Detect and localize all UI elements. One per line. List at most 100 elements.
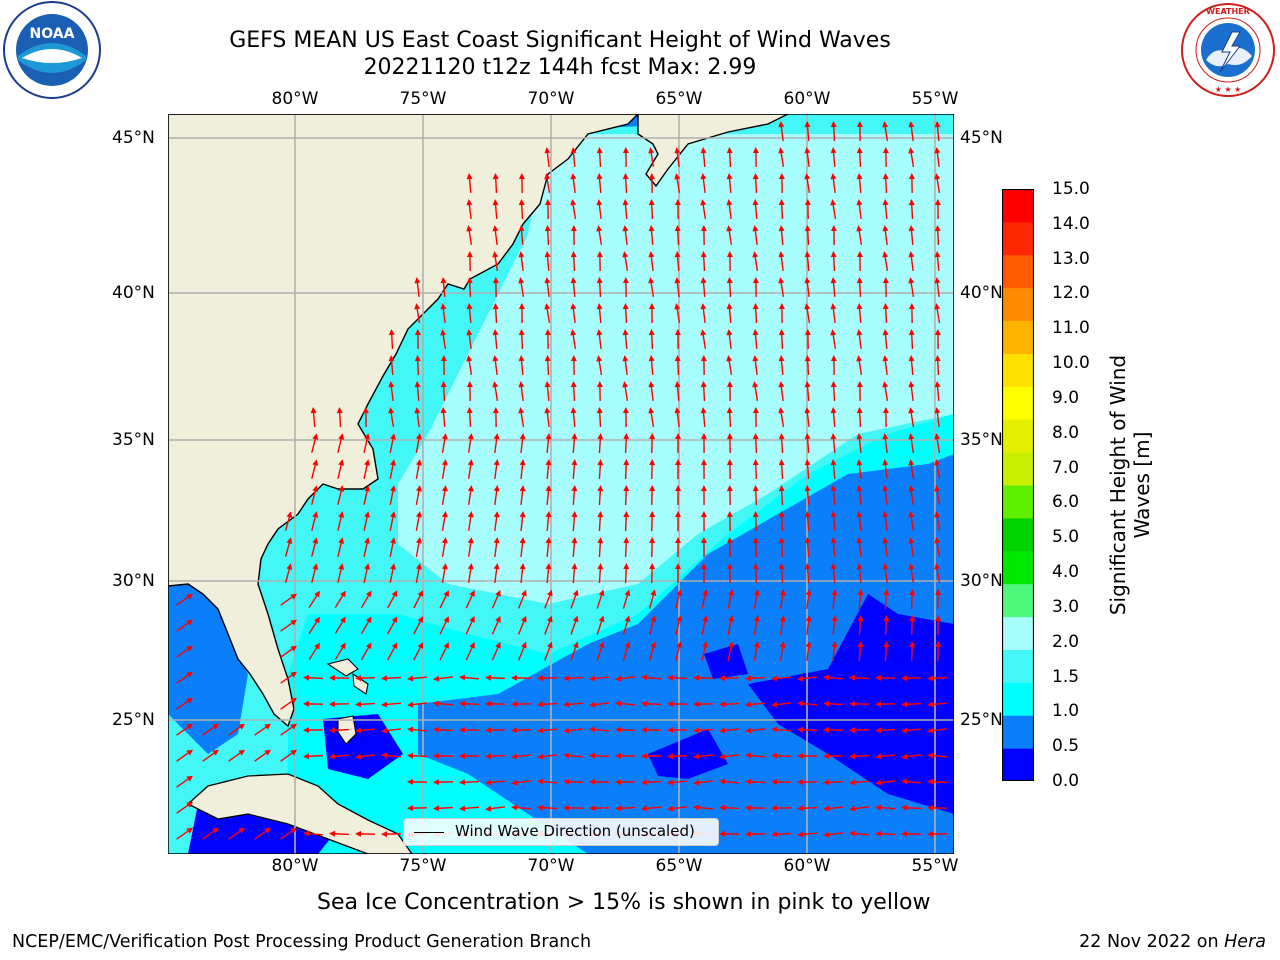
wave-direction-arrow — [570, 173, 577, 194]
wave-direction-arrow — [596, 355, 603, 375]
wave-direction-arrow — [700, 511, 707, 532]
wave-direction-arrow — [387, 616, 398, 635]
wave-direction-arrow — [856, 147, 863, 168]
wave-direction-arrow — [882, 433, 889, 454]
wave-direction-arrow — [752, 433, 759, 454]
wave-direction-arrow — [407, 675, 428, 682]
wave-direction-arrow — [176, 723, 194, 736]
wave-direction-arrow — [875, 830, 896, 837]
colorbar-tick-label: 15.0 — [1052, 179, 1090, 199]
wave-direction-arrow — [856, 355, 863, 375]
wave-direction-arrow — [329, 830, 350, 837]
wave-direction-arrow — [778, 199, 785, 220]
wave-direction-arrow — [648, 381, 655, 402]
wave-direction-arrow — [389, 485, 396, 505]
wave-direction-arrow — [492, 381, 499, 401]
lat-tick-right: 25°N — [960, 710, 1003, 730]
run-date: 22 Nov 2022 on Hera — [1079, 932, 1266, 952]
colorbar-cell — [1002, 353, 1034, 387]
lon-tick-top: 55°W — [911, 89, 959, 109]
colorbar-cell — [1002, 517, 1034, 552]
wave-direction-arrow — [908, 407, 915, 427]
wave-direction-arrow — [908, 147, 915, 167]
wave-direction-arrow — [389, 563, 396, 583]
wave-direction-arrow — [440, 407, 447, 428]
wave-direction-arrow — [517, 615, 527, 635]
wave-direction-arrow — [700, 199, 707, 219]
wave-direction-arrow — [511, 753, 532, 760]
wave-direction-arrow — [648, 199, 655, 220]
wave-direction-arrow — [355, 675, 376, 682]
wave-direction-arrow — [493, 563, 500, 584]
wave-direction-arrow — [752, 173, 759, 194]
wave-direction-arrow — [830, 485, 837, 506]
wave-direction-arrow — [700, 407, 707, 428]
wave-direction-arrow — [857, 615, 864, 636]
land-north-america — [168, 114, 639, 728]
wave-direction-arrow — [570, 407, 577, 428]
wave-direction-arrow — [433, 779, 454, 786]
wave-direction-arrow — [849, 727, 870, 734]
wave-direction-arrow — [441, 563, 448, 583]
wave-direction-arrow — [719, 778, 740, 785]
wave-direction-arrow — [908, 433, 915, 454]
nws-logo: WEATHER ★ ★ ★ — [1178, 2, 1278, 98]
wave-direction-arrow — [935, 615, 942, 636]
colorbar-cell — [1002, 419, 1034, 453]
colorbar-tick-label: 12.0 — [1052, 283, 1090, 304]
wave-direction-arrow — [823, 674, 844, 681]
colorbar-cell — [1002, 682, 1034, 716]
wave-direction-arrow — [752, 225, 759, 246]
colorbar-tick-label: 14.0 — [1052, 213, 1090, 234]
wave-direction-arrow — [804, 537, 811, 558]
wave-direction-arrow — [228, 827, 246, 840]
wave-direction-arrow — [830, 563, 837, 584]
wave-direction-arrow — [596, 251, 603, 272]
wave-direction-arrow — [675, 615, 683, 635]
wave-direction-arrow — [544, 355, 551, 376]
wave-direction-arrow — [623, 459, 630, 480]
wave-direction-arrow — [700, 433, 707, 454]
wave-direction-arrow — [805, 615, 812, 636]
wave-direction-arrow — [649, 563, 656, 584]
colorbar-cell — [1002, 583, 1034, 618]
wave-direction-arrow — [934, 563, 941, 583]
wave-direction-arrow — [329, 701, 350, 708]
wave-direction-arrow — [883, 589, 890, 610]
wave-direction-arrow — [622, 277, 629, 298]
wave-direction-arrow — [882, 459, 889, 480]
wave-direction-arrow — [284, 511, 293, 531]
wave-direction-arrow — [648, 251, 655, 272]
wave-direction-arrow — [518, 355, 525, 376]
wave-direction-arrow — [589, 675, 610, 682]
wave-direction-arrow — [752, 407, 759, 428]
wave-direction-arrow — [176, 619, 194, 632]
wave-direction-arrow — [337, 537, 345, 557]
wave-direction-arrow — [641, 805, 662, 812]
band-2-3m — [398, 134, 954, 604]
wave-direction-arrow — [648, 407, 655, 427]
wave-direction-arrow — [934, 511, 941, 531]
wave-direction-arrow — [440, 277, 447, 298]
wave-direction-arrow — [849, 753, 870, 760]
wave-direction-arrow — [414, 381, 421, 402]
wave-direction-arrow — [700, 381, 707, 402]
wave-direction-arrow — [308, 590, 320, 608]
band-0-0_5m-b — [648, 729, 728, 779]
wave-direction-arrow — [570, 329, 577, 349]
wave-direction-arrow — [726, 381, 733, 402]
wave-direction-arrow — [485, 753, 506, 760]
wave-direction-arrow — [466, 303, 473, 324]
wave-direction-arrow — [641, 700, 662, 707]
wave-direction-arrow — [675, 641, 683, 661]
wave-direction-arrow — [909, 589, 916, 610]
wave-direction-arrow — [908, 277, 915, 297]
wave-direction-arrow — [701, 589, 709, 609]
wave-direction-arrow — [804, 355, 811, 376]
wave-direction-arrow — [459, 805, 480, 812]
wave-direction-arrow — [675, 563, 682, 584]
wave-direction-arrow — [465, 616, 475, 635]
wave-direction-arrow — [934, 225, 941, 246]
colorbar-cell — [1002, 189, 1034, 223]
wave-direction-arrow — [570, 589, 579, 609]
